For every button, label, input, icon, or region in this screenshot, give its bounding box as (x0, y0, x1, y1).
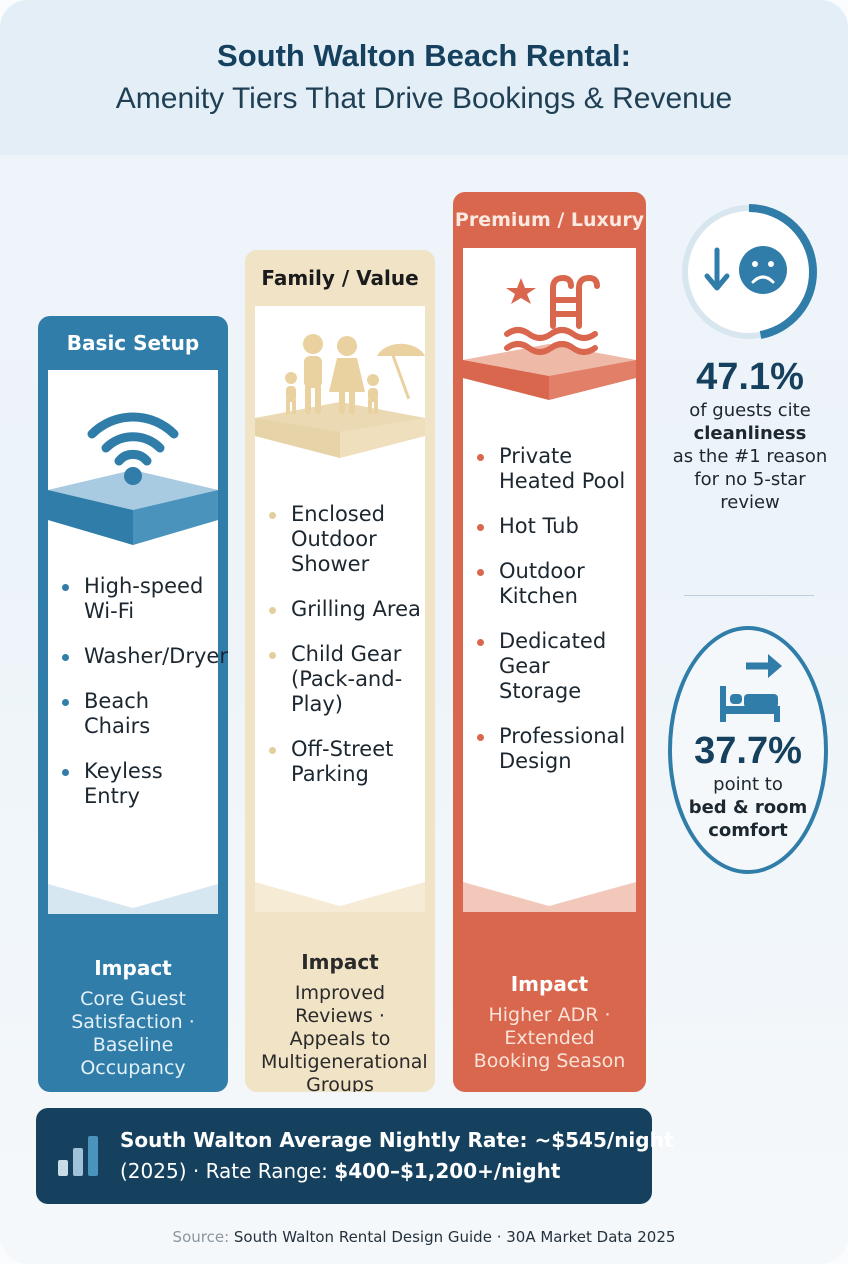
tier-family-impact: Impact Improved Reviews · Appeals to Mul… (261, 950, 428, 1092)
tier-premium: Premium / Luxury Private Heated Pool Hot… (453, 192, 646, 1092)
tier-family-chevron (255, 882, 425, 912)
tier-premium-chevron (463, 882, 636, 912)
tier-family: Family / Value (245, 250, 435, 1092)
tier-basic-title: Basic Setup (66, 331, 200, 355)
ring-progress-arc (681, 204, 817, 340)
tier-basic-impact: Impact Core Guest Satisfaction · Baselin… (71, 956, 195, 1079)
tier-premium-impact: Impact Higher ADR · Extended Booking Sea… (473, 972, 626, 1072)
list-item: Dedicated Gear Storage (463, 629, 636, 704)
rate-range: (2025) · Rate Range: $400–$1,200+/night (120, 1159, 561, 1183)
stat-value: 37.7% (694, 730, 802, 772)
stat-caption: point to bed & room comfort (688, 774, 808, 841)
sad-face-down-arrow-icon (704, 246, 787, 294)
list-item: Enclosed Outdoor Shower (255, 502, 425, 577)
list-item: Hot Tub (463, 514, 636, 539)
wifi-icon (48, 412, 218, 545)
header: South Walton Beach Rental: Amenity Tiers… (0, 0, 848, 155)
tier-basic: Basic Setup High-speed Wi-Fi Washer/Drye… (38, 316, 228, 1092)
tier-basic-chevron (48, 884, 218, 914)
divider (684, 595, 814, 596)
list-item: Child Gear (Pack-and-Play) (255, 642, 425, 717)
cleanliness-ring (681, 204, 817, 340)
rate-average: South Walton Average Nightly Rate: ~$545… (120, 1128, 674, 1152)
stat-value: 47.1% (696, 356, 804, 398)
bar-chart-icon (58, 1136, 98, 1176)
list-item: Private Heated Pool (463, 444, 636, 494)
list-item: Professional Design (463, 724, 636, 774)
tier-premium-title: Premium / Luxury (454, 209, 645, 231)
pool-icon (463, 274, 636, 400)
tier-basic-list: High-speed Wi-Fi Washer/Dryer Beach Chai… (48, 574, 228, 829)
list-item: Off-Street Parking (255, 737, 425, 787)
stat-cleanliness: 47.1% of guests cite cleanliness as the … (672, 356, 828, 514)
page-subtitle: Amenity Tiers That Drive Bookings & Reve… (115, 82, 733, 115)
tier-family-list: Enclosed Outdoor Shower Grilling Area Ch… (255, 502, 425, 807)
page-title: South Walton Beach Rental: (217, 38, 631, 73)
list-item: High-speed Wi-Fi (48, 574, 218, 624)
source-note: Source: South Walton Rental Design Guide… (172, 1228, 676, 1246)
list-item: Grilling Area (255, 597, 425, 622)
list-item: Beach Chairs (48, 689, 218, 739)
list-item: Keyless Entry (48, 759, 218, 809)
tier-family-title: Family / Value (261, 266, 419, 290)
stat-caption: of guests cite cleanliness as the #1 rea… (672, 400, 828, 513)
rate-bar: South Walton Average Nightly Rate: ~$545… (36, 1108, 673, 1204)
bed-arrow-icon (720, 654, 782, 722)
stat-comfort-frame (668, 626, 828, 874)
list-item: Outdoor Kitchen (463, 559, 636, 609)
tier-basic-body: High-speed Wi-Fi Washer/Dryer Beach Chai… (48, 370, 228, 914)
stat-comfort: 37.7% point to bed & room comfort (668, 730, 828, 842)
list-item: Washer/Dryer (48, 644, 228, 669)
tier-premium-list: Private Heated Pool Hot Tub Outdoor Kitc… (463, 444, 636, 794)
family-beach-icon (255, 334, 425, 458)
tier-premium-body: Private Heated Pool Hot Tub Outdoor Kitc… (463, 248, 636, 912)
tier-family-body: Enclosed Outdoor Shower Grilling Area Ch… (255, 306, 425, 912)
